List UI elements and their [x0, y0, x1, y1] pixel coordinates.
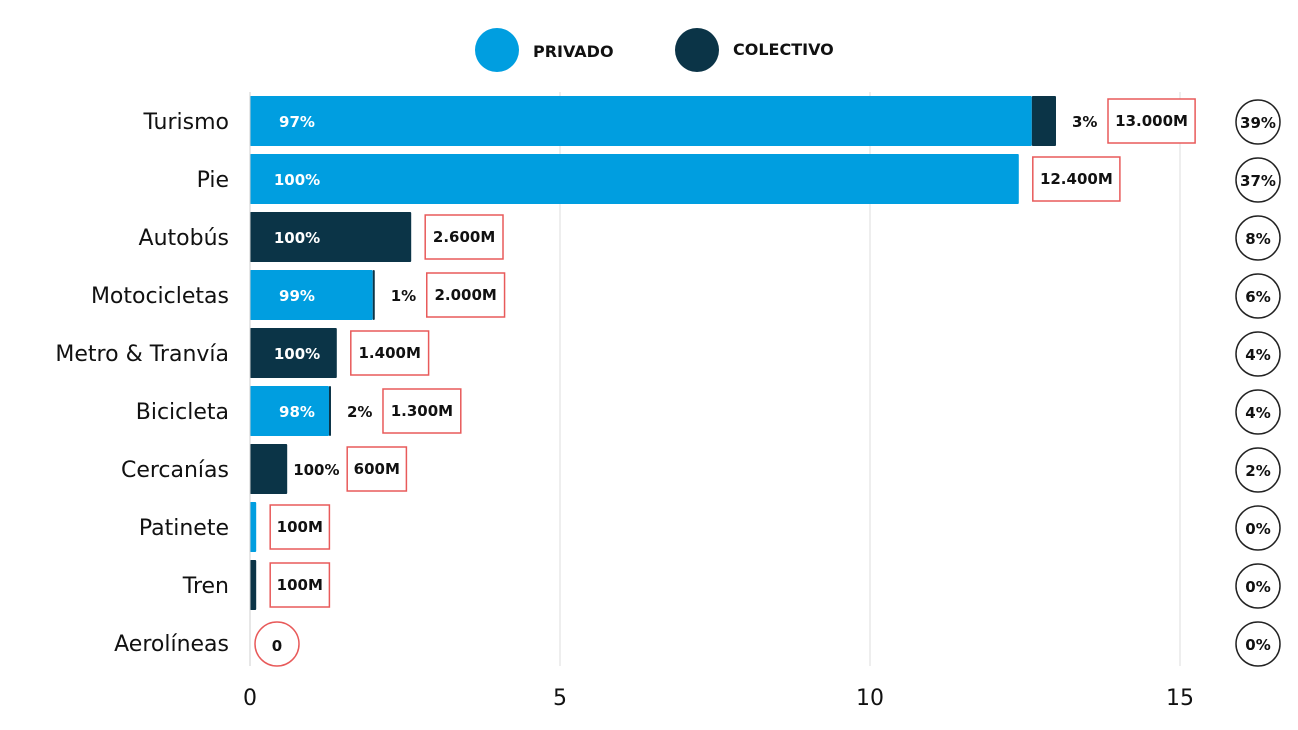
overall-share-label: 2% — [1245, 462, 1270, 480]
x-axis: 0 5 10 15 — [243, 92, 1194, 711]
total-value-label: 13.000M — [1115, 112, 1188, 130]
x-tick-label: 10 — [856, 686, 884, 711]
total-value-box — [1032, 156, 1121, 202]
bar-colectivo — [250, 444, 288, 494]
total-value-label: 12.400M — [1040, 170, 1113, 188]
total-value-label: 2.600M — [433, 228, 495, 246]
bar-colectivo — [250, 328, 337, 378]
bar-privado — [250, 502, 257, 552]
bar-colectivo — [250, 212, 412, 262]
overall-share-circle — [1235, 563, 1281, 609]
colectivo-share-label: 100% — [274, 229, 320, 247]
category-label: Tren — [182, 574, 229, 599]
category-label: Metro & Tranvía — [55, 342, 229, 367]
legend-label-privado: PRIVADO — [533, 42, 614, 61]
category-label: Cercanías — [121, 458, 229, 483]
category-label: Autobús — [139, 226, 229, 251]
bar-privado — [250, 270, 373, 320]
bar-privado — [250, 386, 329, 436]
overall-share-circle — [1235, 331, 1281, 377]
bar-privado — [250, 154, 1019, 204]
total-value-label: 2.000M — [434, 286, 496, 304]
overall-share-circle — [1235, 215, 1281, 261]
legend: PRIVADO COLECTIVO — [475, 28, 834, 72]
overall-share-circle — [1235, 447, 1281, 493]
total-value-circle — [254, 621, 300, 667]
colectivo-share-label: 2% — [347, 403, 372, 421]
category-label: Patinete — [139, 516, 229, 541]
total-value-box — [424, 214, 504, 260]
colectivo-share-label: 100% — [274, 345, 320, 363]
bar-colectivo — [1031, 96, 1056, 146]
bar-colectivo — [372, 270, 375, 320]
overall-share-circle — [1235, 157, 1281, 203]
total-value-box — [346, 446, 408, 492]
category-label: Bicicleta — [136, 400, 229, 425]
colectivo-share-label: 100% — [293, 461, 339, 479]
total-value-box — [426, 272, 506, 318]
colectivo-share-label: 3% — [1072, 113, 1097, 131]
total-value-label: 100M — [277, 518, 323, 536]
category-label: Motocicletas — [91, 284, 229, 309]
overall-share-circle — [1235, 621, 1281, 667]
overall-share-label: 8% — [1245, 230, 1270, 248]
overall-share-circle — [1235, 273, 1281, 319]
total-value-label: 100M — [277, 576, 323, 594]
category-label: Aerolíneas — [114, 632, 229, 657]
overall-share-circle — [1235, 389, 1281, 435]
overall-share-label: 4% — [1245, 404, 1270, 422]
total-value-label: 1.400M — [359, 344, 421, 362]
overall-share-label: 0% — [1245, 578, 1270, 596]
overall-share-label: 39% — [1240, 114, 1276, 132]
legend-swatch-colectivo — [675, 28, 719, 72]
overall-share-label: 6% — [1245, 288, 1270, 306]
overall-share-label: 4% — [1245, 346, 1270, 364]
x-tick-label: 0 — [243, 686, 257, 711]
total-value-label: 0 — [272, 637, 282, 655]
bars: Turismo 97% 3% 13.000M 39% Pie 100% 12.400M 37% A… — [55, 96, 1281, 667]
total-value-box — [1107, 98, 1196, 144]
total-value-label: 600M — [354, 460, 400, 478]
bar-privado — [250, 96, 1032, 146]
total-value-box — [350, 330, 430, 376]
bar-colectivo — [328, 386, 331, 436]
privado-share-label: 100% — [274, 171, 320, 189]
privado-share-label: 98% — [279, 403, 315, 421]
total-value-label: 1.300M — [391, 402, 453, 420]
overall-share-circle — [1235, 505, 1281, 551]
overall-share-label: 37% — [1240, 172, 1276, 190]
overall-share-label: 0% — [1245, 636, 1270, 654]
bar-colectivo — [250, 560, 257, 610]
total-value-box — [269, 504, 331, 550]
colectivo-share-label: 1% — [391, 287, 416, 305]
x-tick-label: 5 — [553, 686, 567, 711]
privado-share-label: 99% — [279, 287, 315, 305]
x-tick-label: 15 — [1166, 686, 1194, 711]
category-label: Pie — [197, 168, 229, 193]
legend-swatch-privado — [475, 28, 519, 72]
legend-label-colectivo: COLECTIVO — [733, 40, 834, 59]
total-value-box — [269, 562, 331, 608]
total-value-box — [382, 388, 462, 434]
overall-share-label: 0% — [1245, 520, 1270, 538]
overall-share-circle — [1235, 99, 1281, 145]
category-label: Turismo — [142, 110, 229, 135]
privado-share-label: 97% — [279, 113, 315, 131]
